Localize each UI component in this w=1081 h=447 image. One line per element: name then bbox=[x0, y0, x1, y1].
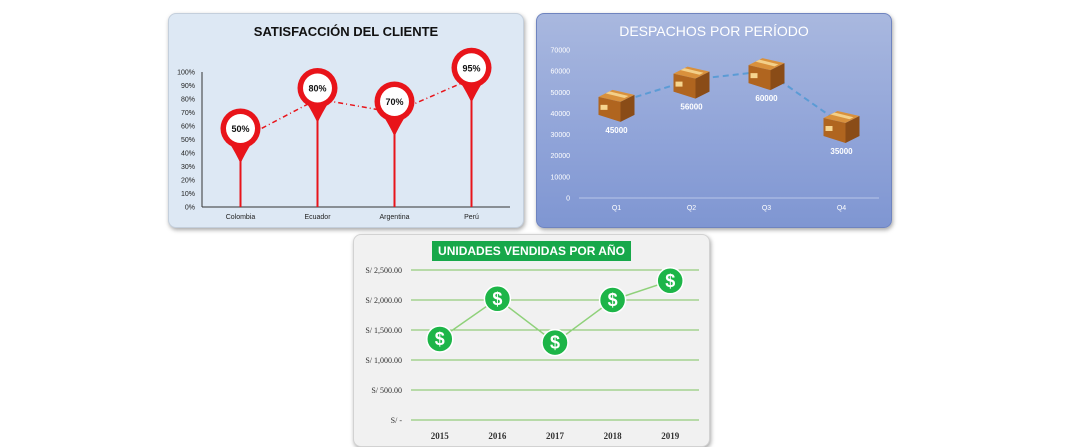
y-tick-label: S/ 2,000.00 bbox=[365, 296, 402, 305]
map-pin-center bbox=[380, 87, 409, 116]
x-tick-label: 2018 bbox=[604, 431, 623, 441]
y-tick-label: 0% bbox=[185, 205, 195, 212]
y-tick-label: S/ 2,500.00 bbox=[365, 266, 402, 275]
chart-title: UNIDADES VENDIDAS POR AÑO bbox=[432, 241, 631, 261]
x-tick-label: Argentina bbox=[380, 214, 410, 221]
x-tick-label: Q1 bbox=[612, 205, 621, 212]
y-tick-label: S/ - bbox=[391, 416, 403, 425]
map-pin-center bbox=[303, 73, 332, 103]
data-label: 80% bbox=[308, 84, 326, 94]
y-tick-label: 30% bbox=[181, 164, 195, 171]
satisfaction-chart: 0% 10% 20% 30% 40% 50% 60% 70% 80% 90% 100% 50% Colo… bbox=[177, 47, 510, 221]
y-tick-label: 50% bbox=[181, 137, 195, 144]
y-tick-label: 20000 bbox=[551, 153, 571, 160]
data-label: 45000 bbox=[605, 126, 628, 135]
map-pin-center bbox=[457, 53, 486, 83]
y-tick-label: 90% bbox=[181, 83, 195, 90]
units-chart-panel: UNIDADES VENDIDAS POR AÑO S/ - S/ 500.00 S… bbox=[353, 234, 710, 447]
y-tick-label: 50000 bbox=[551, 90, 571, 97]
box-icon bbox=[823, 111, 860, 143]
units-chart: S/ - S/ 500.00 S/ 1,000.00 S/ 1,500.00 S/ 2,… bbox=[365, 266, 699, 441]
y-tick-label: 10000 bbox=[551, 174, 571, 181]
shipments-chart-panel: DESPACHOS POR PERÍODO 0 10000 20000 30000 40… bbox=[536, 13, 892, 228]
y-tick-label: 100% bbox=[177, 70, 195, 77]
y-tick-label: S/ 500.00 bbox=[371, 386, 402, 395]
dollar-sign: $ bbox=[435, 329, 445, 349]
series-line bbox=[616, 70, 843, 125]
box-icon bbox=[748, 58, 785, 91]
x-tick-label: Ecuador bbox=[304, 214, 331, 221]
dollar-coin-icon bbox=[483, 285, 512, 313]
y-tick-label: 20% bbox=[181, 178, 195, 185]
y-tick-label: 70% bbox=[181, 110, 195, 117]
x-tick-label: Q4 bbox=[837, 205, 846, 212]
dollar-sign: $ bbox=[665, 271, 675, 291]
data-label: 70% bbox=[385, 97, 403, 107]
data-label: 60000 bbox=[755, 94, 778, 103]
chart-title: SATISFACCIÓN DEL CLIENTE bbox=[253, 24, 439, 39]
series-line bbox=[240, 78, 472, 141]
y-tick-label: 30000 bbox=[551, 132, 571, 139]
y-tick-label: 40000 bbox=[551, 111, 571, 118]
y-tick-label: 60% bbox=[181, 124, 195, 131]
x-tick-label: Colombia bbox=[226, 214, 256, 221]
y-tick-label: 70000 bbox=[551, 48, 571, 55]
data-label: 95% bbox=[462, 63, 480, 73]
shipments-chart: 0 10000 20000 30000 40000 50000 60000 70000 4500… bbox=[551, 48, 879, 212]
y-tick-label: S/ 1,000.00 bbox=[365, 356, 402, 365]
y-tick-label: 60000 bbox=[551, 69, 571, 76]
y-tick-label: 80% bbox=[181, 97, 195, 104]
map-pin-center bbox=[226, 114, 255, 143]
x-tick-label: Q3 bbox=[762, 205, 771, 212]
y-tick-label: S/ 1,500.00 bbox=[365, 326, 402, 335]
box-icon bbox=[598, 89, 635, 122]
y-tick-label: 0 bbox=[566, 196, 570, 203]
x-tick-label: 2019 bbox=[661, 431, 680, 441]
dollar-sign: $ bbox=[550, 333, 560, 353]
x-tick-label: 2017 bbox=[546, 431, 565, 441]
dollar-coin-icon bbox=[656, 267, 684, 295]
x-tick-label: Perú bbox=[464, 214, 479, 221]
x-tick-label: 2016 bbox=[488, 431, 507, 441]
chart-title: DESPACHOS POR PERÍODO bbox=[619, 23, 809, 39]
satisfaction-chart-panel: SATISFACCIÓN DEL CLIENTE 0% 10% 20% 30% 40% 5… bbox=[168, 13, 524, 228]
data-label: 35000 bbox=[830, 147, 853, 156]
dollar-coin-icon bbox=[426, 325, 454, 353]
data-label: 50% bbox=[231, 124, 249, 134]
x-tick-label: 2015 bbox=[431, 431, 450, 441]
dollar-sign: $ bbox=[608, 290, 618, 310]
dollar-coin-icon bbox=[598, 286, 627, 314]
data-label: 56000 bbox=[680, 103, 703, 112]
y-tick-label: 40% bbox=[181, 151, 195, 158]
dollar-coin-icon bbox=[541, 328, 569, 357]
dollar-sign: $ bbox=[492, 289, 502, 309]
y-tick-label: 10% bbox=[181, 191, 195, 198]
box-icon bbox=[673, 66, 710, 99]
x-tick-label: Q2 bbox=[687, 205, 696, 212]
